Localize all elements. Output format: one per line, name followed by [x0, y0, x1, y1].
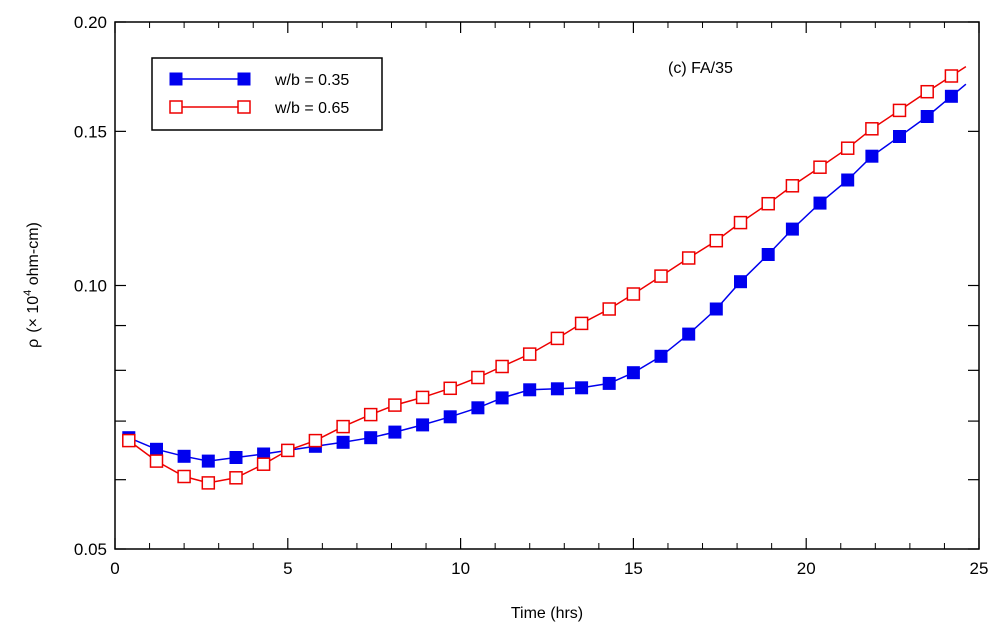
- y-tick-label-3: 0.20: [74, 13, 107, 32]
- data-point-1-31: [944, 69, 959, 83]
- series-0: [122, 83, 967, 468]
- series-1: [122, 65, 967, 490]
- data-point-1-3: [201, 476, 216, 490]
- y-axis-symbol: ρ: [25, 339, 42, 348]
- data-point-0-3: [201, 454, 215, 468]
- x-tick-label-4: 20: [797, 559, 816, 578]
- data-point-1-17: [574, 316, 589, 331]
- axis-ticks: [114, 21, 980, 550]
- data-point-1-24: [761, 196, 775, 211]
- data-point-1-10: [388, 398, 402, 412]
- data-point-0-24: [761, 248, 775, 261]
- data-point-1-14: [495, 359, 509, 374]
- data-point-0-18: [602, 376, 616, 390]
- data-point-0-1: [150, 442, 163, 456]
- data-point-1-9: [363, 407, 378, 422]
- x-axis-title: Time (hrs): [511, 605, 583, 622]
- data-point-0-17: [575, 381, 589, 395]
- data-point-0-26: [813, 196, 827, 210]
- y-tick-label-1: 0.10: [74, 277, 107, 296]
- data-point-1-8: [336, 419, 350, 434]
- chart-annotation: (c) FA/35: [668, 60, 733, 77]
- legend-marker-1-right: [237, 100, 251, 114]
- x-tick-label-5: 25: [970, 559, 989, 578]
- data-point-0-13: [471, 401, 485, 415]
- data-point-1-6: [281, 443, 295, 458]
- y-axis-exponent: 4: [22, 290, 34, 296]
- series-line-0: [128, 83, 967, 462]
- data-point-1-22: [709, 233, 724, 248]
- data-point-0-25: [785, 222, 799, 236]
- data-point-1-21: [681, 251, 696, 265]
- data-point-1-13: [471, 370, 485, 385]
- data-point-1-16: [550, 331, 565, 346]
- y-axis-unit: ohm-cm): [25, 222, 42, 290]
- data-point-1-19: [626, 287, 641, 301]
- data-point-1-2: [177, 469, 191, 484]
- data-point-1-20: [654, 269, 668, 283]
- data-point-0-8: [336, 435, 350, 449]
- legend-label-0: w/b = 0.35: [274, 72, 349, 89]
- data-point-0-12: [443, 410, 457, 424]
- data-point-0-22: [709, 302, 723, 316]
- data-point-0-16: [550, 382, 564, 396]
- data-point-1-1: [149, 454, 164, 468]
- data-point-0-11: [416, 418, 430, 432]
- data-point-0-15: [523, 383, 537, 397]
- data-point-1-25: [785, 179, 800, 193]
- data-point-1-4: [229, 471, 243, 485]
- data-point-1-27: [840, 141, 855, 155]
- data-point-0-14: [495, 391, 509, 405]
- data-point-0-28: [865, 149, 879, 163]
- legend: w/b = 0.35 w/b = 0.65: [151, 57, 383, 131]
- data-point-1-29: [892, 103, 907, 118]
- data-point-0-29: [893, 130, 906, 143]
- data-point-1-11: [415, 390, 430, 405]
- y-axis-text: (× 10: [25, 296, 42, 333]
- data-point-0-19: [626, 366, 640, 380]
- axis-tick-labels: 0 5 10 15 20 25 0.05 0.10 0.15 0.20: [74, 13, 989, 578]
- data-point-1-5: [256, 457, 271, 471]
- data-point-0-21: [682, 327, 696, 341]
- data-point-1-12: [443, 381, 457, 396]
- data-point-0-2: [177, 449, 191, 463]
- data-point-1-15: [522, 347, 537, 361]
- legend-marker-0-right: [237, 72, 251, 86]
- data-point-0-31: [944, 89, 958, 103]
- data-point-1-23: [733, 215, 748, 230]
- legend-box: [151, 57, 383, 131]
- y-axis-title: ρ (× 104 ohm-cm): [22, 222, 42, 348]
- data-point-0-9: [364, 431, 378, 445]
- data-point-0-23: [734, 275, 747, 289]
- x-tick-label-0: 0: [110, 559, 119, 578]
- x-tick-label-3: 15: [624, 559, 643, 578]
- x-tick-label-2: 10: [451, 559, 470, 578]
- legend-label-1: w/b = 0.65: [274, 100, 349, 117]
- data-point-0-27: [841, 173, 855, 187]
- data-point-1-30: [920, 84, 934, 99]
- y-tick-label-0: 0.05: [74, 540, 107, 559]
- legend-marker-0-left: [169, 72, 183, 86]
- data-point-1-28: [865, 122, 879, 136]
- data-point-0-20: [654, 349, 668, 363]
- data-point-0-30: [920, 110, 934, 123]
- series-layer: [122, 65, 967, 490]
- legend-marker-1-left: [169, 100, 183, 114]
- data-point-0-10: [388, 425, 402, 439]
- data-point-0-4: [229, 451, 243, 464]
- data-point-1-7: [308, 433, 323, 448]
- data-point-1-18: [602, 302, 616, 316]
- x-tick-label-1: 5: [283, 559, 292, 578]
- data-point-1-0: [122, 433, 136, 448]
- data-point-1-26: [813, 160, 827, 174]
- y-tick-label-2: 0.15: [74, 122, 107, 141]
